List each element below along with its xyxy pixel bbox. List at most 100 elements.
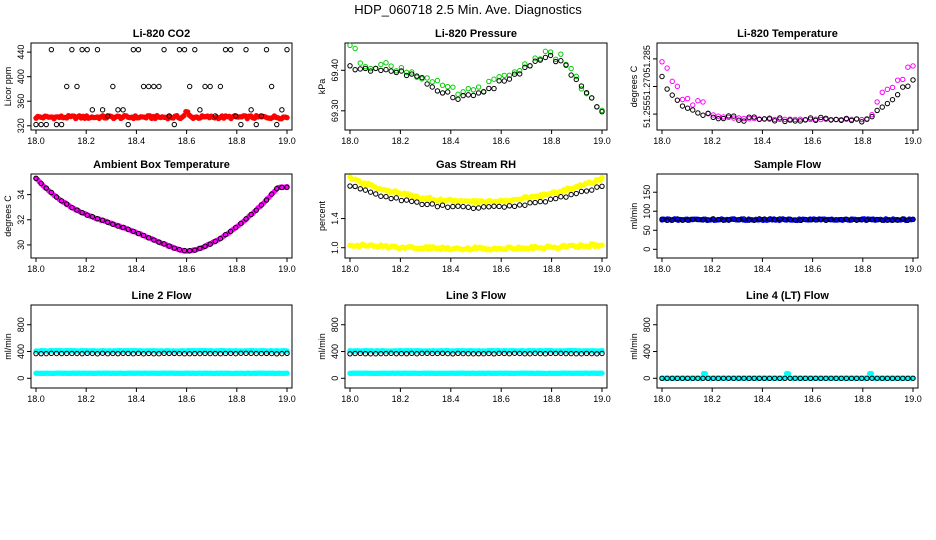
x-tick-label: 18.0 — [27, 394, 45, 404]
data-point — [679, 217, 686, 223]
data-point — [434, 203, 441, 210]
x-tick-label: 18.6 — [804, 136, 822, 146]
data-point — [450, 94, 456, 101]
data-point — [373, 65, 379, 72]
data-point — [197, 245, 203, 251]
data-point — [145, 235, 152, 241]
data-point — [84, 350, 90, 357]
data-point — [460, 89, 466, 95]
data-point — [547, 196, 554, 202]
series-fast — [347, 42, 605, 114]
data-point — [258, 202, 265, 208]
data-point — [455, 96, 461, 102]
y-tick-label: 400 — [16, 69, 26, 84]
data-point — [506, 76, 513, 82]
data-point — [736, 115, 742, 121]
panel-title: Li-820 Pressure — [435, 28, 517, 40]
data-point — [705, 110, 711, 116]
data-point — [378, 67, 384, 74]
data-point — [207, 241, 213, 247]
data-point — [874, 99, 880, 105]
data-point — [751, 217, 757, 223]
data-point — [889, 84, 896, 91]
data-point — [868, 370, 875, 377]
data-point — [818, 114, 824, 121]
data-point — [238, 121, 244, 128]
data-point — [558, 350, 564, 357]
data-point — [94, 351, 101, 357]
series-low — [33, 370, 290, 377]
data-point — [884, 100, 891, 107]
data-point — [756, 375, 763, 382]
data-point — [578, 351, 585, 357]
y-tick-label: 1.0 — [330, 241, 340, 254]
data-point — [279, 350, 285, 357]
data-point — [782, 116, 788, 123]
data-point — [843, 115, 850, 122]
y-tick-label: 400 — [330, 344, 340, 359]
data-point — [522, 64, 528, 71]
data-point — [202, 350, 208, 357]
data-point — [705, 375, 711, 382]
x-tick-label: 18.0 — [27, 264, 45, 274]
data-point — [818, 216, 824, 222]
data-point — [268, 350, 275, 357]
x-tick-label: 19.0 — [593, 136, 611, 146]
data-point — [475, 84, 482, 90]
y-axis-label: ml/min — [629, 203, 639, 230]
x-tick-label: 18.0 — [341, 264, 359, 274]
data-point — [823, 217, 829, 224]
data-point — [501, 72, 507, 79]
data-point — [362, 65, 369, 72]
data-point — [761, 116, 768, 122]
data-point — [578, 188, 585, 195]
data-point — [787, 117, 793, 123]
data-point — [910, 375, 916, 381]
data-point — [710, 112, 716, 118]
data-point — [725, 113, 732, 119]
data-point — [695, 216, 701, 223]
data-point — [48, 350, 55, 357]
data-point — [248, 350, 254, 357]
plot-frame — [30, 42, 293, 131]
data-point — [700, 375, 706, 382]
plot-frame — [344, 173, 608, 259]
data-point — [542, 199, 549, 205]
y-tick-label: 320 — [16, 118, 26, 133]
data-point — [715, 113, 722, 119]
plot-frame — [656, 42, 919, 131]
plot-frame — [30, 173, 293, 259]
data-point — [900, 216, 906, 222]
data-point — [777, 375, 783, 382]
data-point — [905, 217, 911, 223]
data-point — [33, 350, 39, 357]
data-point — [684, 375, 691, 381]
data-point — [568, 350, 574, 357]
data-point — [171, 245, 178, 251]
series-avg — [33, 46, 290, 128]
x-tick-label: 18.2 — [77, 136, 95, 146]
plot-frame — [656, 173, 919, 259]
series-avg — [347, 52, 605, 115]
data-point — [684, 105, 691, 111]
data-point — [217, 83, 224, 90]
series-avg — [659, 375, 916, 382]
data-point — [874, 107, 880, 114]
data-point — [357, 350, 363, 357]
data-point — [889, 217, 896, 223]
data-point — [192, 46, 198, 53]
series-lower — [347, 241, 605, 253]
data-point — [674, 375, 681, 382]
data-point — [746, 114, 752, 120]
data-point — [741, 375, 747, 381]
data-point — [450, 351, 456, 357]
x-tick-label: 18.6 — [178, 394, 196, 404]
data-point — [403, 197, 410, 203]
data-point — [700, 99, 706, 105]
data-point — [176, 246, 183, 253]
data-point — [383, 66, 389, 73]
data-point — [409, 69, 415, 75]
data-point — [74, 83, 80, 90]
data-point — [74, 207, 80, 213]
data-point — [522, 202, 528, 208]
